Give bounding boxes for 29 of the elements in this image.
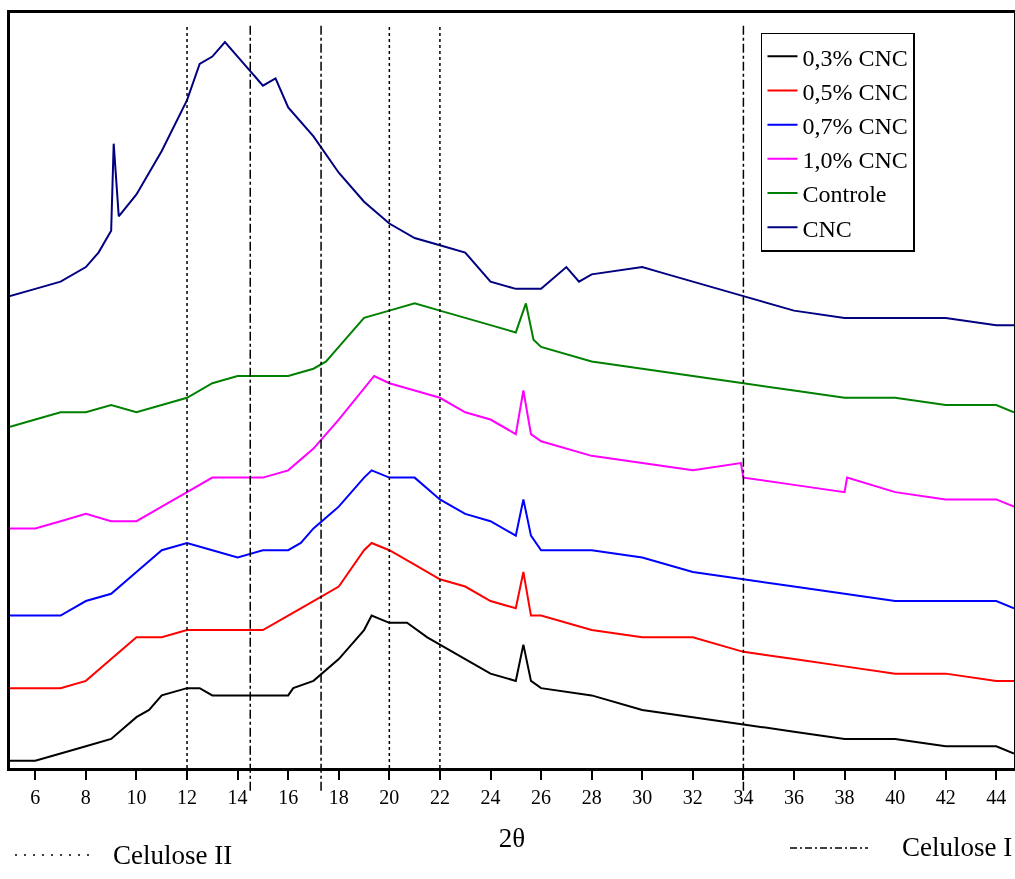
legend-label: CNC (802, 215, 852, 242)
x-tick-label: 22 (429, 786, 450, 808)
x-tick-label: 14 (227, 786, 248, 808)
x-tick-label: 6 (30, 786, 41, 808)
x-tick-label: 10 (126, 786, 147, 808)
x-tick-label: 8 (80, 786, 91, 808)
x-tick-label: 20 (379, 786, 400, 808)
x-tick-label: 12 (177, 786, 198, 808)
x-tick-label: 30 (632, 786, 653, 808)
x-tick-label: 24 (480, 786, 501, 808)
text: Celulose I (902, 832, 1013, 862)
legend-label: 0,7% CNC (802, 112, 908, 139)
x-tick-label: 38 (834, 786, 855, 808)
x-tick-label: 40 (885, 786, 906, 808)
x-tick-label: 28 (581, 786, 602, 808)
x-tick-label: 18 (328, 786, 349, 808)
x-tick-label: 36 (783, 786, 804, 808)
legend-label: 1,0% CNC (802, 147, 908, 174)
x-tick-label: 34 (733, 786, 754, 808)
x-tick-label: 44 (986, 786, 1007, 808)
legend-label: Controle (802, 181, 887, 208)
legend-label: 0,3% CNC (802, 44, 908, 71)
x-tick-label: 16 (278, 786, 299, 808)
text: Celulose II (113, 840, 233, 870)
x-tick-label: 32 (682, 786, 703, 808)
x-tick-label: 26 (531, 786, 552, 808)
x-tick-label: 42 (935, 786, 956, 808)
x-axis-title: 2θ (498, 823, 526, 854)
legend-label: 0,5% CNC (802, 78, 908, 105)
